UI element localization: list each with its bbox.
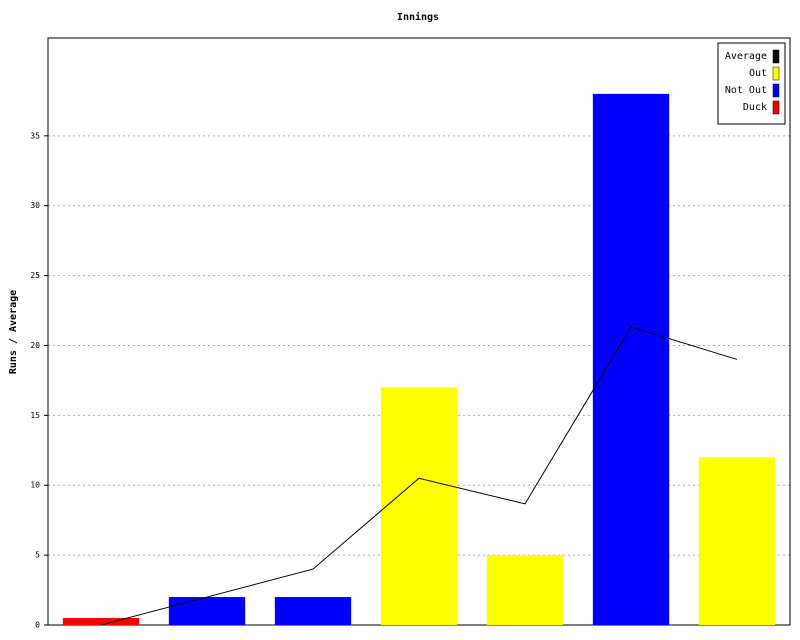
y-tick-label: 30 xyxy=(30,201,40,210)
bar xyxy=(168,597,246,625)
legend-swatch xyxy=(772,83,780,98)
legend-swatch xyxy=(772,49,780,64)
y-tick-label: 10 xyxy=(30,481,40,490)
y-tick-label: 35 xyxy=(30,131,40,140)
legend-label: Not Out xyxy=(725,85,767,96)
chart-title: Innings xyxy=(397,11,439,23)
bar xyxy=(380,387,458,625)
y-tick-label: 25 xyxy=(30,271,40,280)
bar xyxy=(62,618,140,625)
legend-label: Average xyxy=(725,51,767,62)
legend: Average Out Not Out Duck xyxy=(717,42,786,125)
legend-label: Duck xyxy=(743,102,767,113)
bar xyxy=(698,457,776,625)
y-tick-label: 20 xyxy=(30,341,40,350)
legend-swatch xyxy=(772,100,780,115)
y-tick-label: 0 xyxy=(35,621,40,630)
legend-label: Out xyxy=(749,68,767,79)
bar xyxy=(486,555,564,625)
y-tick-label: 15 xyxy=(30,411,40,420)
y-axis-label: Runs / Average xyxy=(8,290,19,374)
bar xyxy=(592,93,670,625)
bar xyxy=(274,597,352,625)
average-line xyxy=(100,326,738,626)
y-tick-label: 5 xyxy=(35,551,40,560)
legend-swatch xyxy=(772,66,780,81)
